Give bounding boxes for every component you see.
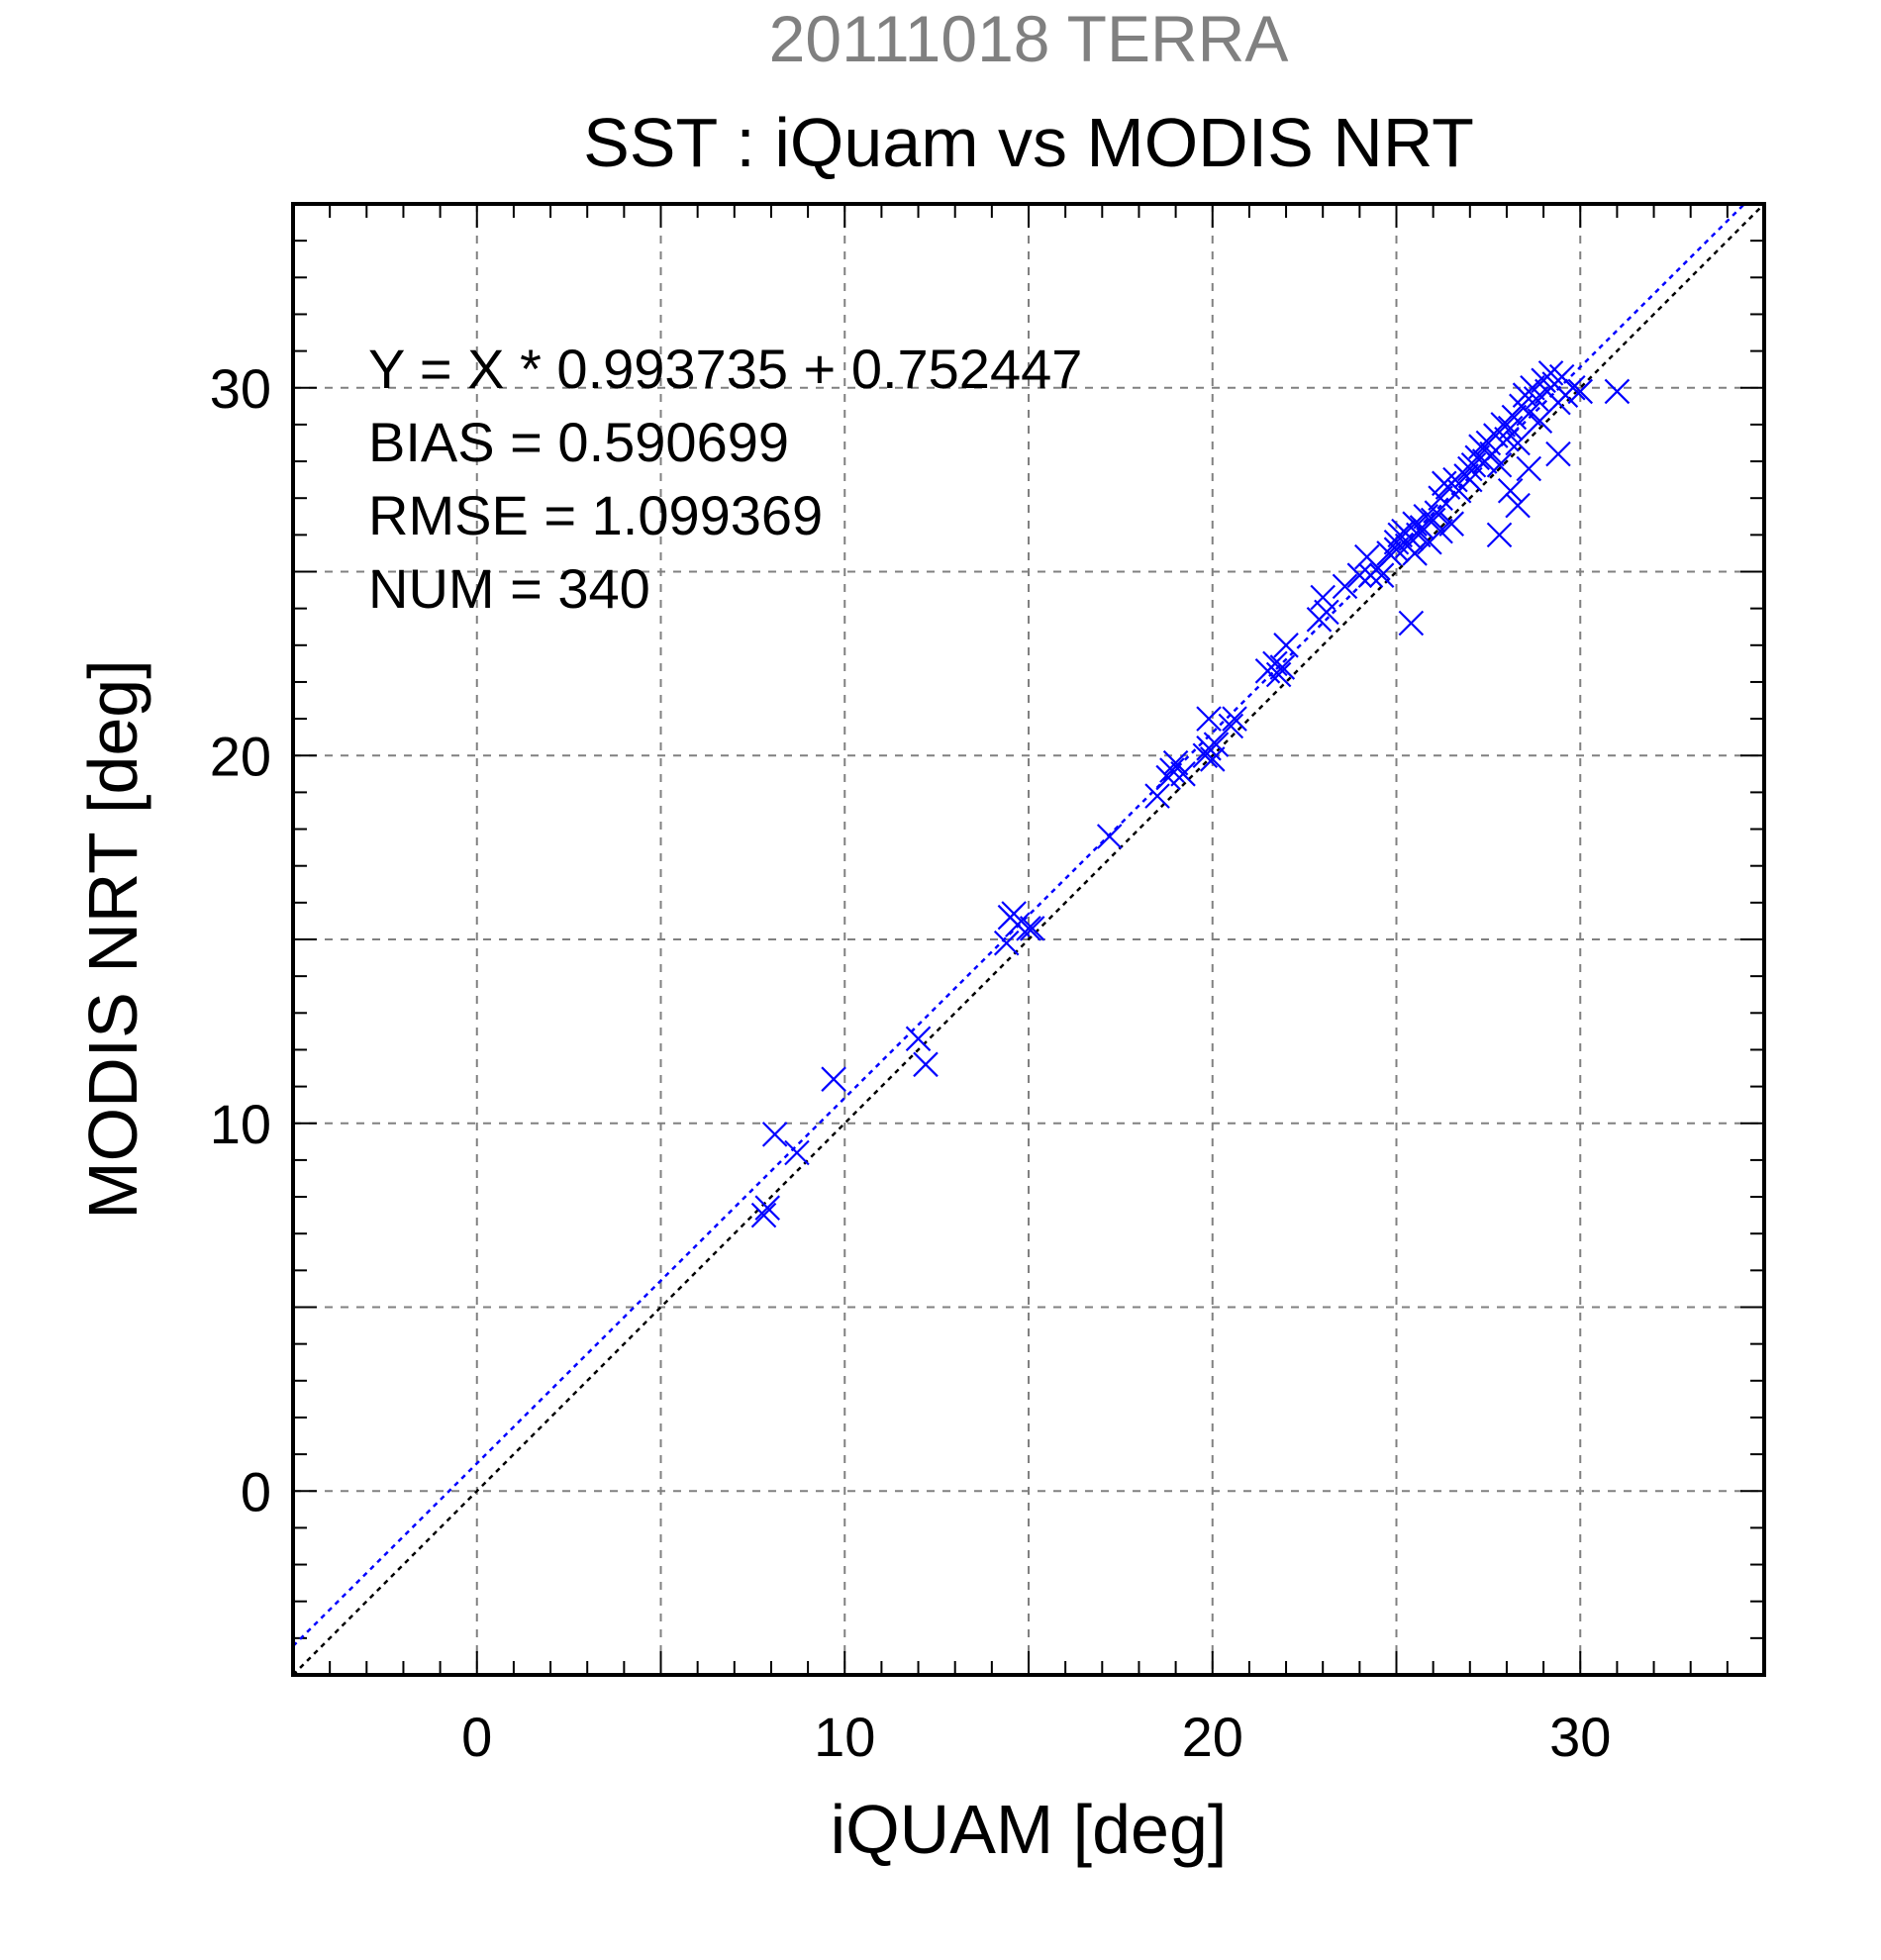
data-point: [1144, 783, 1170, 809]
data-points: [750, 360, 1631, 1228]
stats-line: BIAS = 0.590699: [368, 411, 789, 473]
data-point: [1346, 562, 1373, 588]
data-point: [1523, 386, 1549, 412]
x-axis-label: iQUAM [deg]: [831, 1791, 1228, 1868]
data-point: [750, 1202, 777, 1228]
data-point: [754, 1195, 781, 1221]
tick-labels: 0 10 20 30 0 10 20 30: [210, 357, 1612, 1768]
data-point: [1368, 562, 1395, 588]
data-point: [1203, 732, 1230, 757]
stats-annotation: Y = X * 0.993735 + 0.752447 BIAS = 0.590…: [368, 338, 1082, 620]
chart-supertitle: 20111018 TERRA: [769, 2, 1289, 75]
x-tick-label: 0: [461, 1706, 492, 1768]
data-point: [1567, 378, 1594, 405]
data-point: [1505, 430, 1531, 456]
data-point: [821, 1066, 846, 1092]
stats-line: RMSE = 1.099369: [368, 484, 823, 546]
data-point: [1162, 749, 1189, 776]
stats-line: NUM = 340: [368, 557, 650, 620]
x-tick-label: 30: [1549, 1706, 1611, 1768]
data-point: [1265, 661, 1292, 688]
data-point: [1428, 518, 1453, 544]
data-point: [1314, 599, 1339, 626]
data-point: [913, 1051, 939, 1078]
data-point: [1019, 916, 1045, 941]
data-point: [1560, 374, 1586, 401]
plot-frame: [291, 202, 1766, 1677]
data-point: [1096, 824, 1123, 849]
data-point: [1604, 378, 1631, 405]
data-point: [1457, 466, 1483, 493]
data-point: [1376, 540, 1402, 566]
data-point: [1545, 441, 1571, 467]
data-point: [1398, 610, 1425, 637]
data-point: [1516, 400, 1542, 427]
data-point: [1170, 761, 1196, 787]
data-point: [1505, 492, 1531, 519]
data-point: [1486, 522, 1513, 548]
data-point: [761, 1122, 788, 1147]
y-tick-label: 10: [210, 1093, 271, 1155]
y-tick-label: 20: [210, 725, 271, 787]
data-point: [1199, 746, 1226, 772]
chart-title: SST : iQuam vs MODIS NRT: [583, 104, 1474, 181]
data-point: [1501, 404, 1528, 431]
data-point: [1222, 706, 1247, 732]
data-point: [1486, 451, 1513, 478]
y-axis-label: MODIS NRT [deg]: [74, 659, 151, 1219]
identity-line: [292, 203, 1765, 1676]
data-point: [1016, 916, 1041, 941]
data-point: [993, 930, 1020, 956]
stats-line: Y = X * 0.993735 + 0.752447: [368, 338, 1082, 400]
y-tick-label: 0: [241, 1460, 271, 1522]
data-point: [1310, 584, 1336, 611]
data-point: [1402, 540, 1428, 566]
y-tick-label: 30: [210, 357, 271, 420]
data-point: [1438, 511, 1465, 537]
x-tick-label: 10: [814, 1706, 875, 1768]
data-point: [1218, 713, 1244, 739]
data-point: [1273, 633, 1299, 658]
data-point: [1196, 706, 1222, 732]
data-point: [1497, 477, 1524, 504]
data-point: [1269, 654, 1296, 680]
data-point: [1332, 573, 1358, 600]
x-tick-label: 20: [1182, 1706, 1243, 1768]
data-point: [1516, 455, 1542, 482]
data-point: [1155, 764, 1181, 791]
data-point: [1428, 485, 1453, 511]
data-point: [784, 1139, 810, 1166]
data-point: [905, 1026, 932, 1052]
